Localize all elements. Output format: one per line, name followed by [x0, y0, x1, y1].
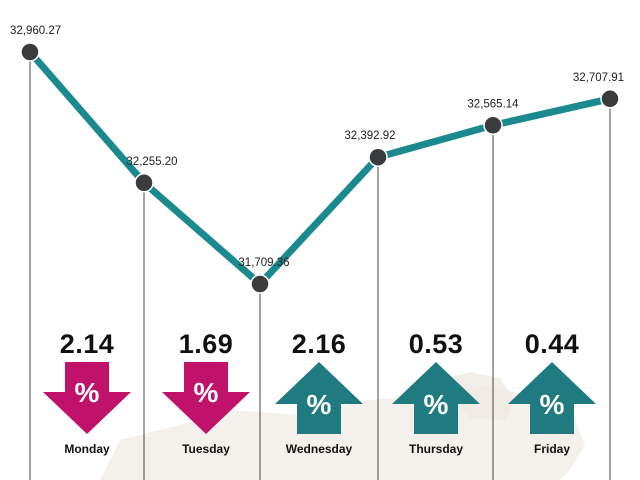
change-value: 0.53 — [408, 329, 464, 359]
data-point — [134, 173, 154, 193]
data-point — [600, 89, 620, 109]
day-change-thursday: 0.53% Thursday — [386, 330, 486, 456]
data-point — [20, 42, 40, 62]
day-label: Tuesday — [182, 442, 230, 456]
data-label: 32,707.91 — [573, 72, 624, 84]
data-label: 31,709.36 — [238, 257, 289, 269]
up-arrow-percent-icon: % — [275, 362, 363, 434]
day-change-tuesday: 1.69% Tuesday — [156, 330, 256, 456]
value-labels: 32,960.27 32,255.20 31,709.36 32,392.92 32,5… — [10, 25, 624, 269]
percent-symbol: % — [75, 377, 100, 408]
day-label: Friday — [533, 442, 570, 456]
day-change-monday: 2.14% Monday — [37, 330, 137, 456]
down-arrow-percent-icon: % — [43, 362, 131, 434]
data-point — [483, 115, 503, 136]
down-arrow-percent-icon: % — [162, 362, 250, 434]
markers — [20, 42, 620, 294]
data-point — [368, 147, 388, 167]
day-label: Thursday — [408, 442, 463, 456]
drop-lines — [29, 52, 611, 480]
data-label: 32,392.92 — [344, 130, 395, 142]
up-arrow-percent-icon: % — [392, 362, 480, 434]
data-point — [250, 274, 270, 294]
percent-symbol: % — [194, 377, 219, 408]
day-change-wednesday: 2.16% Wednesday — [269, 330, 369, 456]
series-line — [26, 48, 614, 288]
day-label: Monday — [64, 442, 110, 456]
percent-symbol: % — [424, 389, 449, 420]
change-value: 2.14 — [59, 329, 115, 359]
up-arrow-percent-icon: % — [508, 362, 596, 434]
change-value: 1.69 — [178, 329, 234, 359]
change-value: 2.16 — [291, 329, 347, 359]
percent-symbol: % — [540, 389, 565, 420]
data-label: 32,960.27 — [10, 25, 61, 37]
data-label: 32,255.20 — [126, 156, 177, 168]
change-value: 0.44 — [524, 329, 580, 359]
data-label: 32,565.14 — [467, 98, 519, 110]
day-label: Wednesday — [285, 442, 353, 456]
percent-symbol: % — [307, 389, 332, 420]
day-change-friday: 0.44% Friday — [502, 330, 602, 456]
